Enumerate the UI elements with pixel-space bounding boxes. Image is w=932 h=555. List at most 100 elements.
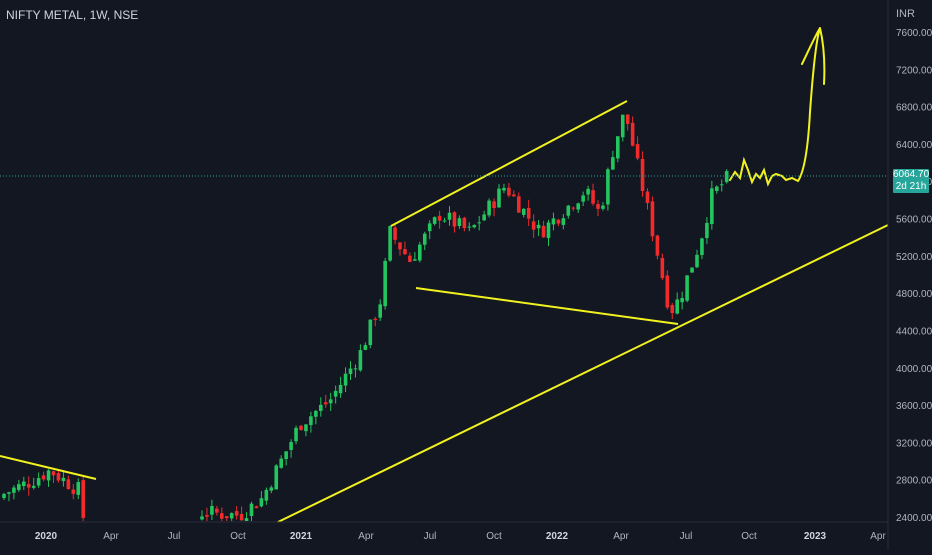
candle-body bbox=[26, 484, 31, 488]
candle-body bbox=[17, 484, 21, 490]
candle-body bbox=[418, 244, 422, 261]
projection-scribble[interactable] bbox=[729, 27, 826, 187]
candle bbox=[289, 439, 293, 458]
candle bbox=[348, 361, 353, 381]
candle bbox=[571, 206, 576, 212]
candle-body bbox=[333, 390, 338, 397]
candle-body bbox=[200, 516, 204, 520]
candle bbox=[343, 367, 348, 393]
candle-body bbox=[383, 260, 387, 307]
candle bbox=[229, 512, 234, 521]
old-trend-line[interactable] bbox=[0, 455, 97, 480]
candle-body bbox=[536, 224, 541, 229]
time-tick-label: Apr bbox=[613, 531, 629, 542]
candle bbox=[457, 215, 462, 229]
candle-body bbox=[700, 238, 704, 255]
time-axis[interactable]: 2020 Apr Jul Oct 2021 Apr Jul Oct 2022 Apr Jul Oct 2… bbox=[35, 531, 887, 542]
candle bbox=[477, 215, 481, 231]
candle bbox=[210, 499, 214, 521]
candle bbox=[299, 425, 303, 431]
candle-body bbox=[220, 513, 224, 519]
long-term-support-line[interactable] bbox=[277, 224, 889, 523]
candle bbox=[705, 217, 709, 244]
candle bbox=[66, 475, 71, 490]
channel-top-line[interactable] bbox=[390, 100, 628, 227]
channel-bottom-line[interactable] bbox=[415, 287, 679, 325]
candle-body bbox=[546, 222, 551, 239]
candle bbox=[7, 491, 11, 502]
candle-body bbox=[348, 368, 353, 374]
candle-body bbox=[616, 136, 620, 159]
candle bbox=[606, 167, 610, 211]
candle-body bbox=[81, 480, 85, 518]
candle bbox=[264, 487, 269, 505]
candle bbox=[512, 190, 516, 198]
candle bbox=[472, 224, 477, 229]
candle-body bbox=[422, 233, 427, 245]
candle bbox=[640, 151, 645, 197]
candle-body bbox=[551, 218, 556, 225]
candle-body bbox=[264, 489, 269, 501]
candle bbox=[319, 397, 323, 417]
candle-body bbox=[388, 226, 392, 261]
candle bbox=[2, 492, 6, 501]
candle bbox=[358, 344, 363, 372]
candle-body bbox=[22, 481, 26, 487]
candle bbox=[31, 477, 36, 490]
candle-body bbox=[353, 368, 358, 370]
candle-body bbox=[705, 222, 709, 239]
candle bbox=[284, 451, 288, 466]
price-tick-label: 3200.00 bbox=[896, 438, 932, 449]
candle bbox=[205, 507, 209, 521]
candle-body bbox=[690, 267, 694, 273]
candle-body bbox=[408, 255, 412, 262]
candle bbox=[304, 424, 308, 437]
candle bbox=[655, 234, 660, 260]
time-tick-label: 2022 bbox=[546, 531, 569, 542]
candle-body bbox=[358, 350, 363, 371]
candle-body bbox=[695, 254, 699, 268]
candle-body bbox=[502, 187, 506, 191]
candle-body bbox=[76, 482, 81, 495]
price-axis[interactable]: 7600.007200.006800.006400.006000.005600.… bbox=[896, 28, 932, 524]
candle bbox=[492, 198, 496, 217]
candles-layer bbox=[2, 114, 729, 521]
candle bbox=[378, 299, 382, 322]
candle bbox=[51, 470, 56, 484]
candle-body bbox=[680, 297, 684, 303]
candle bbox=[323, 394, 328, 408]
candle bbox=[56, 469, 61, 483]
candle bbox=[76, 478, 81, 500]
candle bbox=[353, 364, 358, 378]
countdown-label: 2d 21h bbox=[895, 181, 927, 192]
candle-body bbox=[630, 122, 635, 146]
candle bbox=[427, 220, 432, 240]
candle-body bbox=[328, 399, 333, 404]
candle-body bbox=[279, 458, 283, 468]
candle-body bbox=[368, 319, 373, 346]
candle-body bbox=[378, 304, 382, 318]
candle-body bbox=[36, 478, 41, 486]
candle bbox=[398, 241, 402, 256]
candle-body bbox=[715, 186, 719, 191]
candle-body bbox=[294, 427, 298, 442]
candle-body bbox=[645, 191, 650, 204]
price-tick-label: 7600.00 bbox=[896, 28, 932, 39]
candle bbox=[26, 476, 31, 496]
time-tick-label: 2020 bbox=[35, 531, 58, 542]
candle bbox=[368, 319, 373, 349]
candle-body bbox=[413, 259, 417, 261]
price-tick-label: 4000.00 bbox=[896, 364, 932, 375]
time-tick-label: Oct bbox=[486, 531, 502, 542]
currency-unit-label: INR bbox=[896, 8, 915, 20]
candle bbox=[328, 392, 333, 411]
candle bbox=[279, 455, 283, 469]
candle bbox=[620, 114, 625, 142]
time-tick-label: Jul bbox=[680, 531, 693, 542]
symbol-header[interactable]: NIFTY METAL, 1W, NSE bbox=[6, 8, 139, 22]
candle bbox=[215, 505, 219, 516]
candle bbox=[645, 188, 650, 210]
candle bbox=[373, 316, 378, 327]
